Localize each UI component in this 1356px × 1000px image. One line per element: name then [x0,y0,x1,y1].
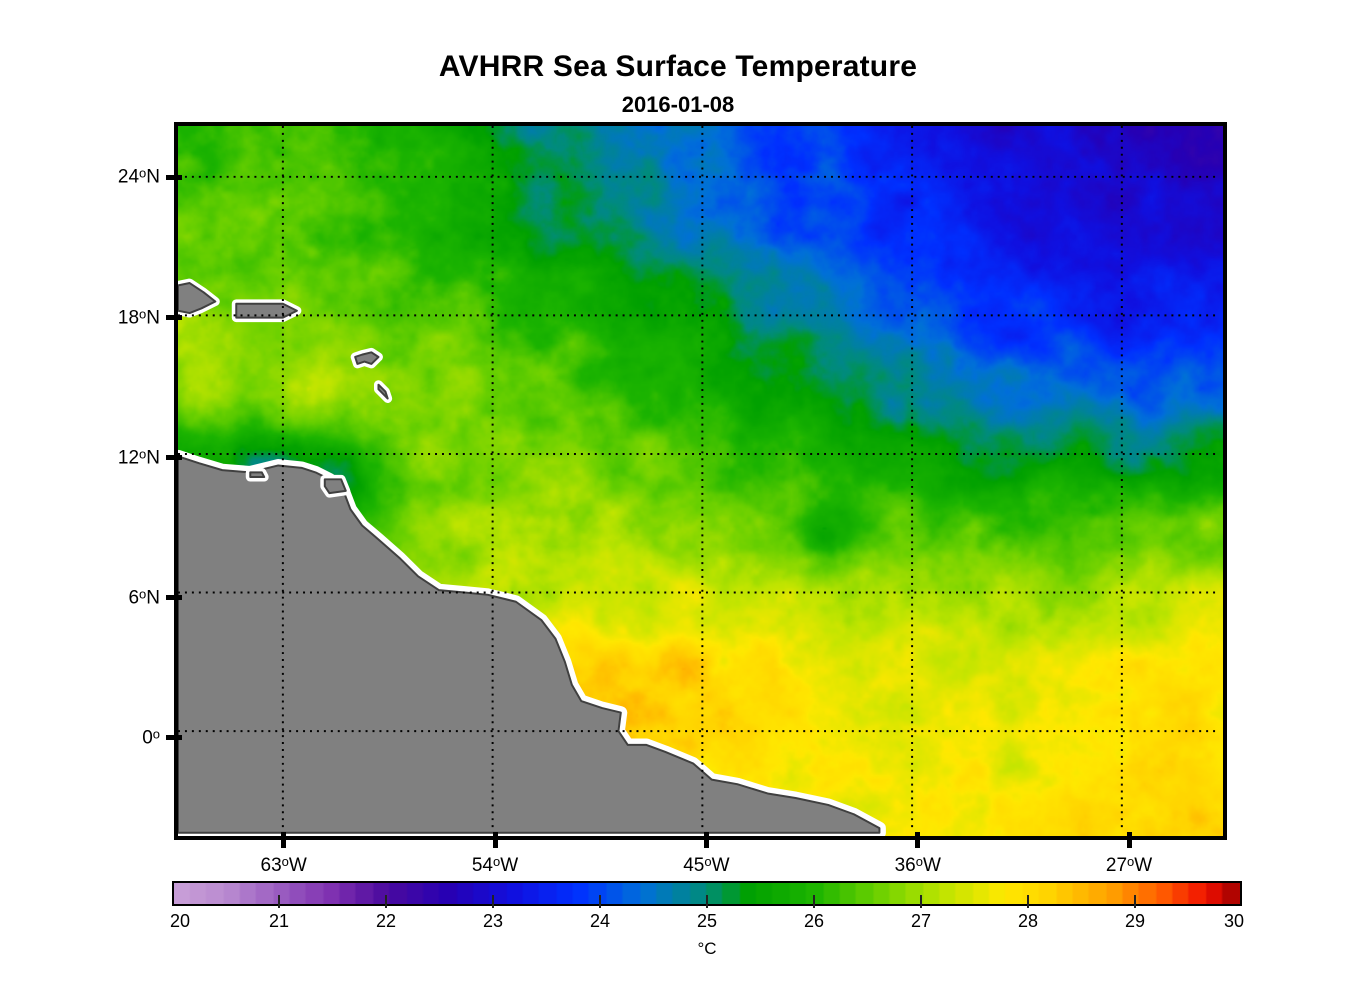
y-axis-label: 6oN [128,586,160,609]
landmass-guadeloupe [354,351,380,365]
colorbar-tick [278,895,280,908]
y-axis-tick [166,315,182,320]
land-mask-layer [178,278,886,836]
colorbar-tick [920,895,922,908]
colorbar-tick-label: 21 [268,911,290,931]
x-axis-tick [915,832,921,848]
colorbar-tick [492,895,494,908]
colorbar-tick [813,895,815,908]
landmass-martinique [377,383,389,400]
y-axis-label: 12oN [117,446,160,469]
landmass-trinidad [323,478,347,495]
x-axis-tick [703,832,709,848]
figure-title: AVHRR Sea Surface Temperature [438,50,918,83]
x-axis-tick [281,832,287,848]
colorbar-tick-label: 22 [375,911,397,931]
y-axis-label: 0o [142,726,160,749]
y-axis-tick [166,595,182,601]
y-axis-label: 18oN [117,306,160,328]
map-inner [178,126,1223,836]
x-axis-label: 54oW [471,854,519,876]
x-axis-label: 63oW [260,854,307,876]
colorbar-tick-label: 20 [169,911,191,931]
colorbar-container: 20 21 22 23 24 25 26 27 28 29 30 °C [170,881,1244,958]
map-plot-area[interactable] [174,122,1227,840]
colorbar-tick-label: 23 [482,911,504,931]
colorbar-tick-label: 24 [589,911,611,931]
landmass-south-america [178,455,881,834]
landmass-margarita [249,471,266,479]
y-axis-tick [166,735,182,741]
colorbar-tick [1027,895,1029,908]
colorbar-unit-label: °C [697,939,717,958]
x-axis-tick [1126,832,1132,848]
colorbar-tick [385,895,387,908]
colorbar-tick-label: 26 [803,911,825,931]
colorbar-tick [599,895,601,908]
x-axis-label: 27oW [1105,854,1153,876]
y-axis-label: 24oN [117,165,160,188]
figure-subtitle: 2016-01-08 [621,92,735,117]
colorbar-tick [706,895,708,908]
x-axis-tick [492,832,498,848]
x-axis-label: 36oW [894,854,941,876]
landmass-hispaniola [178,282,217,315]
colorbar-tick-label: 29 [1124,911,1146,931]
colorbar-tick [1134,895,1136,908]
landmass-puerto-rico [235,302,298,319]
y-axis-tick [166,455,182,461]
colorbar-tick-label: 27 [910,911,932,931]
colorbar-gradient [174,883,1240,904]
y-axis-tick [166,174,182,180]
x-axis-label: 45oW [683,854,730,876]
colorbar-tick-label: 25 [696,911,718,931]
colorbar-tick-label: 28 [1017,911,1039,931]
colorbar-tick-label: 30 [1223,911,1245,931]
